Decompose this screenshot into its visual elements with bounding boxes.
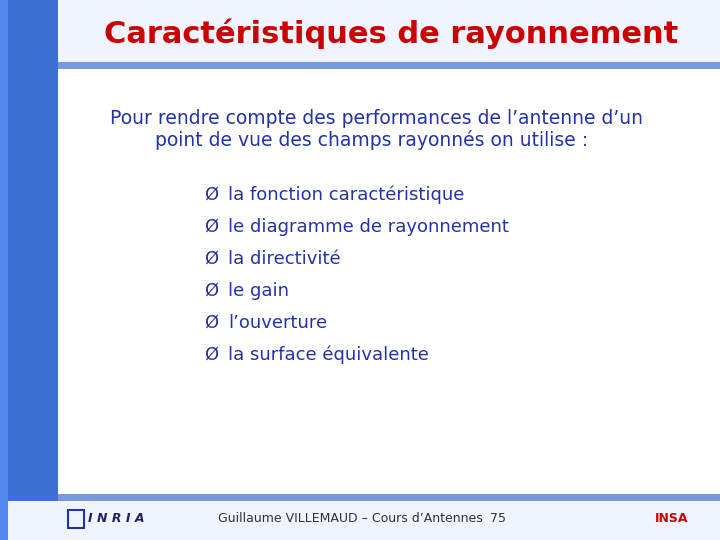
Text: l’ouverture: l’ouverture — [228, 314, 327, 332]
Text: Ø: Ø — [204, 186, 218, 204]
Bar — [68, 510, 84, 528]
Text: point de vue des champs rayonnés on utilise :: point de vue des champs rayonnés on util… — [155, 130, 588, 150]
Text: Pour rendre compte des performances de l’antenne d’un: Pour rendre compte des performances de l… — [110, 109, 643, 127]
Text: Ø: Ø — [204, 282, 218, 300]
Bar — [0, 0, 8, 540]
Text: la directivité: la directivité — [228, 250, 341, 268]
Text: Guillaume VILLEMAUD – Cours d’Antennes: Guillaume VILLEMAUD – Cours d’Antennes — [217, 512, 482, 525]
Bar — [58, 0, 720, 62]
Text: Ø: Ø — [204, 346, 218, 364]
Text: la surface équivalente: la surface équivalente — [228, 346, 429, 365]
Bar — [0, 501, 720, 540]
Text: 75: 75 — [490, 512, 506, 525]
Text: le diagramme de rayonnement: le diagramme de rayonnement — [228, 218, 509, 236]
Text: la fonction caractéristique: la fonction caractéristique — [228, 186, 464, 204]
Text: Ø: Ø — [204, 250, 218, 268]
Bar — [58, 69, 720, 494]
Text: Caractéristiques de rayonnement: Caractéristiques de rayonnement — [104, 19, 678, 49]
Text: Ø: Ø — [204, 218, 218, 236]
Text: I N R I A: I N R I A — [88, 512, 145, 525]
Text: INSA: INSA — [655, 512, 688, 525]
Bar — [58, 62, 720, 69]
Bar — [58, 494, 720, 501]
Bar — [0, 0, 58, 540]
Text: le gain: le gain — [228, 282, 289, 300]
Text: Ø: Ø — [204, 314, 218, 332]
